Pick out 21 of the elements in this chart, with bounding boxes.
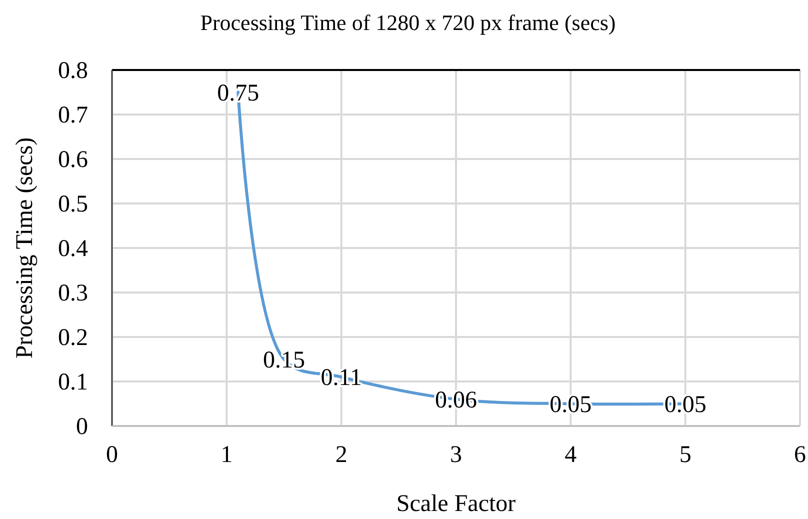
- x-tick-label: 0: [106, 442, 118, 468]
- y-tick-label: 0.2: [58, 325, 88, 351]
- y-axis-title: Processing Time (secs): [12, 137, 38, 359]
- x-tick-label: 5: [679, 442, 692, 468]
- x-tick-label: 2: [335, 442, 348, 468]
- data-label: 0.75: [217, 80, 260, 106]
- chart-title: Processing Time of 1280 x 720 px frame (secs): [200, 10, 616, 35]
- y-tick-label: 0.5: [58, 192, 88, 218]
- y-tick-label: 0: [76, 414, 88, 440]
- y-tick-label: 0.7: [58, 102, 88, 128]
- y-tick-label: 0.3: [58, 280, 88, 306]
- x-tick-label: 6: [794, 442, 806, 468]
- x-tick-label: 1: [220, 442, 233, 468]
- x-tick-label: 4: [564, 442, 577, 468]
- y-tick-label: 0.4: [58, 236, 88, 262]
- x-axis-title: Scale Factor: [396, 491, 516, 517]
- y-tick-label: 0.8: [58, 58, 88, 84]
- y-tick-label: 0.6: [58, 147, 88, 173]
- x-tick-label: 3: [450, 442, 462, 468]
- data-label: 0.05: [664, 392, 706, 418]
- y-tick-label: 0.1: [58, 370, 88, 396]
